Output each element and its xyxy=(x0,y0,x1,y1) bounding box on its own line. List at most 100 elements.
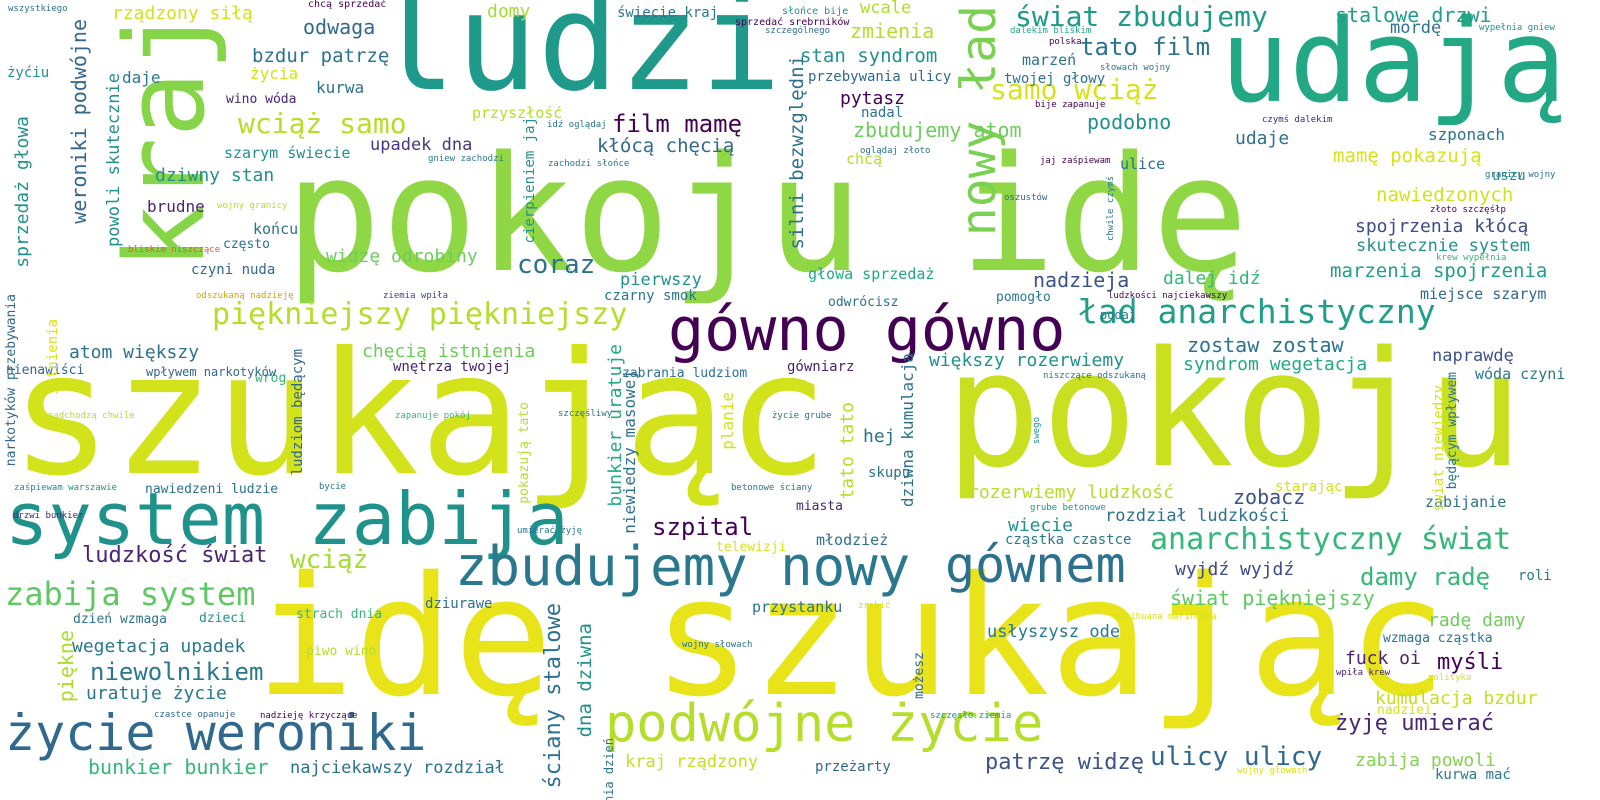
cloud-word: słońce bije xyxy=(782,6,849,17)
cloud-word: tato film xyxy=(1080,33,1211,61)
cloud-word: chcą xyxy=(846,150,883,168)
cloud-word: nadchodzą chwile xyxy=(48,411,135,421)
cloud-word: świat piękniejszy xyxy=(1170,586,1375,610)
cloud-word: coraz xyxy=(517,250,596,280)
cloud-word: granicy wojny xyxy=(1485,170,1556,180)
cloud-word: cierpieniem jaj xyxy=(522,117,538,244)
cloud-word: powoli skutecznie xyxy=(104,73,124,247)
cloud-word: ludziom będącym xyxy=(290,349,306,476)
cloud-word: będącym wpływem xyxy=(1445,372,1460,490)
cloud-word: widzę odrobiny xyxy=(326,246,478,267)
cloud-word: domy xyxy=(487,1,531,22)
cloud-word: szczęśliwy xyxy=(558,409,613,419)
cloud-word: zabijanie xyxy=(1425,493,1507,511)
cloud-word: szczególnego xyxy=(765,26,831,36)
cloud-word: daje xyxy=(122,68,161,87)
cloud-word: sprzedaż głowa xyxy=(12,116,33,268)
cloud-word: podaj xyxy=(1100,308,1137,322)
cloud-word: cząstka czastce xyxy=(1005,532,1132,548)
cloud-word: czarny smok xyxy=(604,288,697,304)
cloud-word: film mamę xyxy=(612,110,743,138)
cloud-word: sprzedać srebrników xyxy=(735,17,850,28)
cloud-word: bycie xyxy=(319,482,347,492)
cloud-word: niszczące odszukaną xyxy=(1043,371,1146,381)
cloud-word: kurwa mać xyxy=(1435,767,1511,783)
cloud-word: wróg xyxy=(255,371,287,386)
cloud-word: umierać żyję xyxy=(517,526,583,536)
cloud-word: wyjdź wyjdź xyxy=(1175,559,1295,580)
cloud-word: pomogło xyxy=(996,290,1051,305)
cloud-word: słowach wojny xyxy=(1100,63,1171,73)
cloud-word: naprawdę xyxy=(1432,346,1514,366)
cloud-word: szukając xyxy=(10,316,829,514)
cloud-word: pokazują tato xyxy=(517,402,532,504)
cloud-word: jaj zaśpiewam xyxy=(1040,156,1111,166)
cloud-word: odszukaną nadzieję xyxy=(196,291,294,301)
cloud-word: nadzieję krzyczące xyxy=(260,711,358,721)
cloud-word: zabija powoli xyxy=(1355,750,1496,771)
cloud-word: wiecie xyxy=(1008,515,1074,536)
cloud-word: życia xyxy=(250,64,299,83)
cloud-word: mamę pokazują xyxy=(1333,145,1482,167)
cloud-word: spojrzenia kłócą xyxy=(1355,216,1529,237)
cloud-word: idę szukając xyxy=(255,541,1448,733)
cloud-word: nadzieja xyxy=(1033,268,1130,292)
cloud-word: pierwszy xyxy=(620,270,702,290)
cloud-word: miasta xyxy=(796,499,843,514)
cloud-word: fuck oi xyxy=(1345,648,1421,669)
cloud-word: rozerwiemy ludzkość xyxy=(968,482,1174,503)
cloud-word: nadal xyxy=(861,105,904,121)
cloud-word: ziemia wpiła xyxy=(383,291,449,301)
cloud-word: szponach xyxy=(1428,125,1506,144)
cloud-word: niewiedzy masowej xyxy=(620,370,639,534)
cloud-word: skutecznie system xyxy=(1356,236,1530,256)
cloud-word: odwaga xyxy=(303,15,376,39)
cloud-word: hej xyxy=(863,426,896,447)
cloud-word: upadek dna xyxy=(370,135,473,155)
cloud-word: oszustów xyxy=(1004,193,1048,203)
cloud-word: wojny słowach xyxy=(682,640,753,650)
cloud-word: twojej głowy xyxy=(1004,71,1106,87)
cloud-word: chcą sprzedać xyxy=(308,0,387,10)
cloud-word: wegetacja upadek xyxy=(72,636,246,657)
cloud-word: świat niewiedzy xyxy=(1431,385,1447,512)
cloud-word: zapanuje pokój xyxy=(395,411,471,421)
cloud-word: patrzę widzę xyxy=(985,750,1144,775)
cloud-word: niewolnikiem xyxy=(90,658,264,686)
cloud-word: stan syndrom xyxy=(800,45,938,67)
cloud-word: żyćiu xyxy=(7,65,50,81)
cloud-word: żyję umierać xyxy=(1335,711,1494,736)
cloud-word: roli xyxy=(1518,568,1552,584)
cloud-word: wnętrza twojej xyxy=(393,359,512,375)
cloud-word: betonowe ściany xyxy=(731,483,813,493)
cloud-word: nienawiści xyxy=(6,363,85,378)
cloud-word: nawiedzeni ludzie xyxy=(145,482,279,497)
cloud-word: ludzi xyxy=(375,0,782,121)
cloud-word: damy radę xyxy=(1360,563,1491,591)
cloud-word: skupu xyxy=(868,465,911,481)
cloud-word: pokoju idę xyxy=(285,121,1249,308)
cloud-word: zbudujemy nowy xyxy=(455,535,911,598)
cloud-word: zobacz xyxy=(1233,485,1306,509)
cloud-word: marzeń xyxy=(1022,51,1077,69)
cloud-word: system zabija xyxy=(5,477,569,561)
cloud-word: anarchistyczny świat xyxy=(1150,522,1512,557)
cloud-word: szpital xyxy=(652,513,754,541)
cloud-word: czyni nuda xyxy=(191,262,276,278)
cloud-word: kłócą chęcią xyxy=(597,135,735,157)
cloud-word: wciąż samo xyxy=(238,107,407,140)
cloud-word: udaje xyxy=(1235,128,1290,149)
cloud-word: zabrania ludziom xyxy=(622,366,748,381)
cloud-word: idź oglądaj xyxy=(547,120,607,130)
cloud-word: piwo wino xyxy=(306,644,377,659)
cloud-word: wojny głowach xyxy=(1237,766,1308,776)
cloud-word: świecie kraj xyxy=(617,5,719,21)
cloud-word: kurwa xyxy=(316,78,365,97)
cloud-word: odwrócisz xyxy=(828,295,899,310)
cloud-word: istnienia xyxy=(45,319,61,395)
cloud-word: świat zbudujemy xyxy=(1015,0,1268,33)
cloud-word: chęcią istnienia xyxy=(362,341,536,362)
cloud-word: brudne xyxy=(147,197,205,216)
cloud-word: najciekawszy rozdział xyxy=(290,758,505,778)
